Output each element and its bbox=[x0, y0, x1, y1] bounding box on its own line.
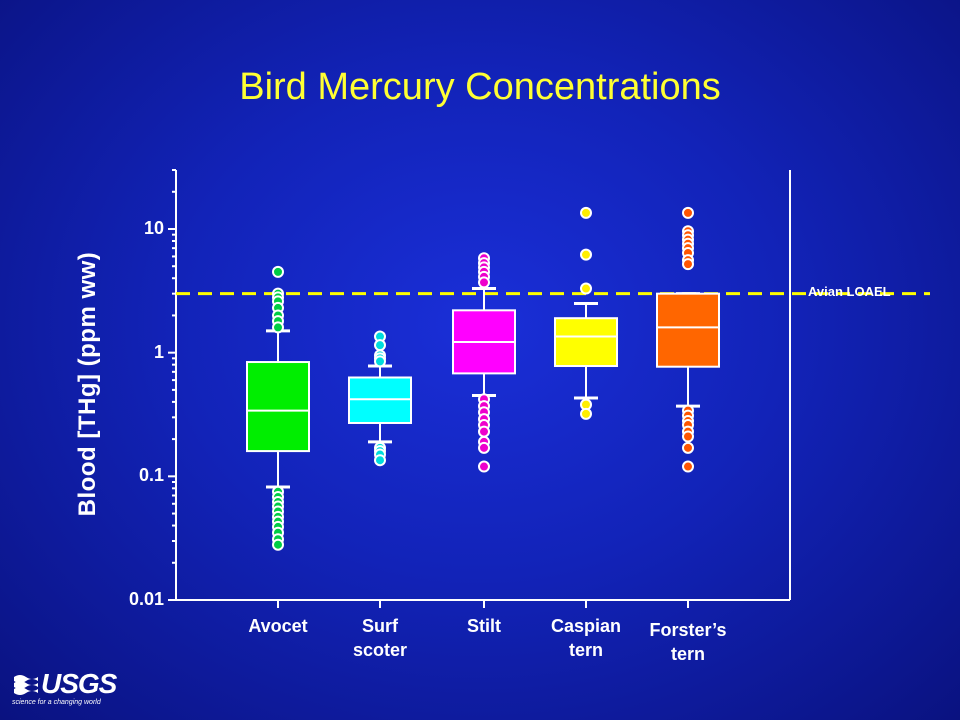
box bbox=[656, 292, 720, 368]
category-label: Stilt bbox=[467, 616, 501, 636]
category-label: Surf scoter bbox=[352, 616, 408, 660]
box bbox=[554, 317, 618, 368]
outlier-point bbox=[682, 441, 694, 454]
outlier-point bbox=[374, 454, 386, 467]
outlier-point bbox=[580, 248, 592, 261]
outlier-point bbox=[374, 355, 386, 368]
y-tick-label: 0.01 bbox=[128, 589, 164, 609]
outlier-point bbox=[580, 407, 592, 420]
outlier-point bbox=[682, 206, 694, 219]
logo-tagline: science for a changing world bbox=[12, 699, 101, 706]
box bbox=[246, 361, 310, 453]
outlier-point bbox=[478, 425, 490, 438]
outlier-point bbox=[478, 276, 490, 289]
category-label: Forster’s tern bbox=[649, 620, 727, 664]
y-tick-label: 1 bbox=[153, 341, 164, 362]
outlier-point bbox=[682, 430, 694, 443]
outlier-point bbox=[374, 339, 386, 352]
loael-label: Avian LOAEL bbox=[808, 284, 891, 299]
outlier-point bbox=[580, 206, 592, 219]
outlier-point bbox=[682, 460, 694, 473]
logo-wordmark: USGS bbox=[41, 668, 117, 699]
usgs-logo: USGS science for a changing world bbox=[12, 668, 117, 707]
outlier-point bbox=[580, 282, 592, 295]
y-tick-label: 0.1 bbox=[138, 465, 164, 486]
outlier-point bbox=[272, 265, 284, 278]
outlier-point bbox=[478, 460, 490, 473]
usgs-wave-icon bbox=[14, 675, 38, 695]
outlier-point bbox=[272, 538, 284, 551]
y-tick-label: 10 bbox=[143, 218, 164, 238]
outlier-point bbox=[272, 321, 284, 334]
y-axis-label: Blood [THg] (ppm ww) bbox=[74, 251, 101, 517]
category-label: Avocet bbox=[248, 616, 308, 636]
outlier-point bbox=[478, 441, 490, 454]
chart-title: Bird Mercury Concentrations bbox=[239, 66, 721, 108]
outlier-point bbox=[682, 258, 694, 271]
category-label: Caspian tern bbox=[550, 616, 622, 660]
